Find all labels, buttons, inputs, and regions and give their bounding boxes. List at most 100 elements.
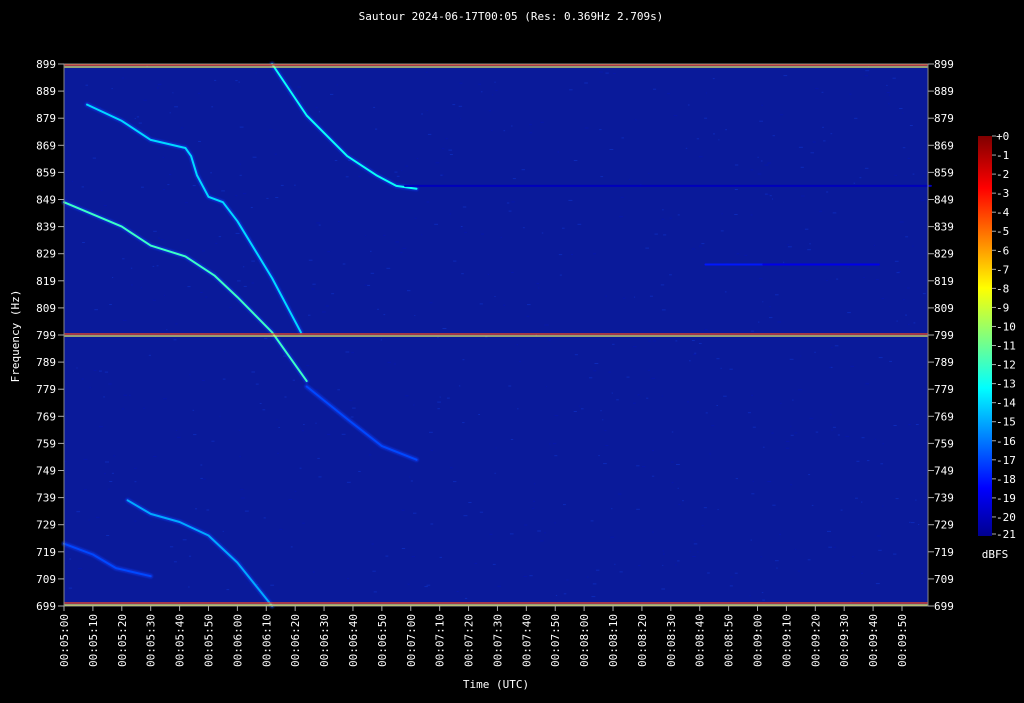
noise-speck [599,129,602,131]
noise-speck [365,235,367,237]
noise-speck [614,563,616,565]
noise-speck [266,197,269,199]
noise-speck [448,149,453,151]
noise-speck [798,389,802,391]
noise-speck [757,173,762,175]
noise-speck [279,528,283,530]
noise-speck [506,202,510,204]
noise-speck [468,502,472,503]
noise-speck [105,461,109,463]
noise-speck [169,174,172,175]
y-tick-label: 749 [934,465,954,478]
noise-speck [811,504,814,506]
noise-speck [226,589,230,591]
noise-speck [442,328,447,329]
y-tick-label: 789 [934,356,954,369]
noise-speck [437,337,439,338]
noise-speck [910,522,915,524]
noise-speck [351,352,355,354]
noise-speck [536,283,540,285]
noise-speck [82,242,85,243]
noise-speck [703,507,707,509]
noise-speck [274,153,277,155]
noise-speck [497,585,501,587]
noise-speck [92,157,96,159]
noise-speck [832,212,837,214]
noise-speck [613,73,616,74]
noise-speck [243,285,247,287]
noise-speck [896,272,900,274]
colorbar-tick-label: -14 [996,397,1016,410]
noise-speck [809,417,814,419]
noise-speck [255,72,257,74]
x-tick-label: 00:08:00 [578,614,591,667]
noise-speck [830,414,832,416]
noise-speck [618,493,622,495]
noise-speck [78,568,83,570]
noise-speck [239,163,241,165]
noise-speck [769,306,771,307]
noise-speck [828,546,832,548]
noise-speck [219,415,221,417]
noise-speck [169,112,171,114]
noise-speck [882,443,884,445]
noise-speck [673,115,678,117]
trace-layer [61,61,934,609]
noise-speck [554,455,558,457]
noise-speck [434,223,438,225]
noise-speck [158,237,160,239]
noise-speck [730,576,733,578]
noise-speck [677,214,680,216]
noise-speck [219,182,221,184]
noise-speck [367,284,371,286]
noise-speck [491,130,493,132]
noise-speck [661,309,666,311]
noise-speck [558,254,563,256]
noise-speck [424,586,428,588]
noise-speck [554,415,559,417]
noise-speck [729,368,733,370]
noise-speck [873,244,876,246]
noise-speck [263,517,266,519]
noise-speck [619,571,623,573]
colorbar-tick-label: -3 [996,187,1009,200]
noise-speck [480,233,484,235]
noise-speck [280,184,284,186]
noise-speck [414,217,417,219]
y-tick-label: 759 [934,437,954,450]
noise-speck [605,445,609,446]
noise-speck [894,260,899,262]
noise-speck [667,93,671,95]
noise-speck [242,193,247,195]
noise-speck [229,307,232,309]
noise-speck [129,394,131,396]
noise-speck [69,154,71,156]
noise-speck [153,230,157,232]
noise-speck [853,182,856,184]
noise-speck [134,520,137,522]
noise-speck [628,178,631,180]
noise-layer [64,64,928,605]
noise-speck [669,274,672,276]
noise-speck [380,339,383,341]
noise-speck [370,272,375,274]
noise-speck [425,71,428,73]
signal-trace [126,499,274,607]
noise-speck [495,89,498,91]
noise-speck [414,315,416,316]
noise-speck [880,463,884,465]
noise-speck [721,213,723,215]
colorbar-tick-label: +0 [996,130,1009,143]
noise-speck [206,509,210,511]
noise-speck [619,216,623,218]
noise-speck [244,510,249,512]
noise-speck [452,104,456,106]
noise-speck [99,370,102,372]
noise-speck [288,499,293,500]
noise-speck [790,434,794,436]
noise-speck [421,113,423,115]
noise-speck [173,561,177,563]
noise-speck [888,103,890,105]
noise-speck [152,299,157,301]
noise-speck [316,222,320,224]
